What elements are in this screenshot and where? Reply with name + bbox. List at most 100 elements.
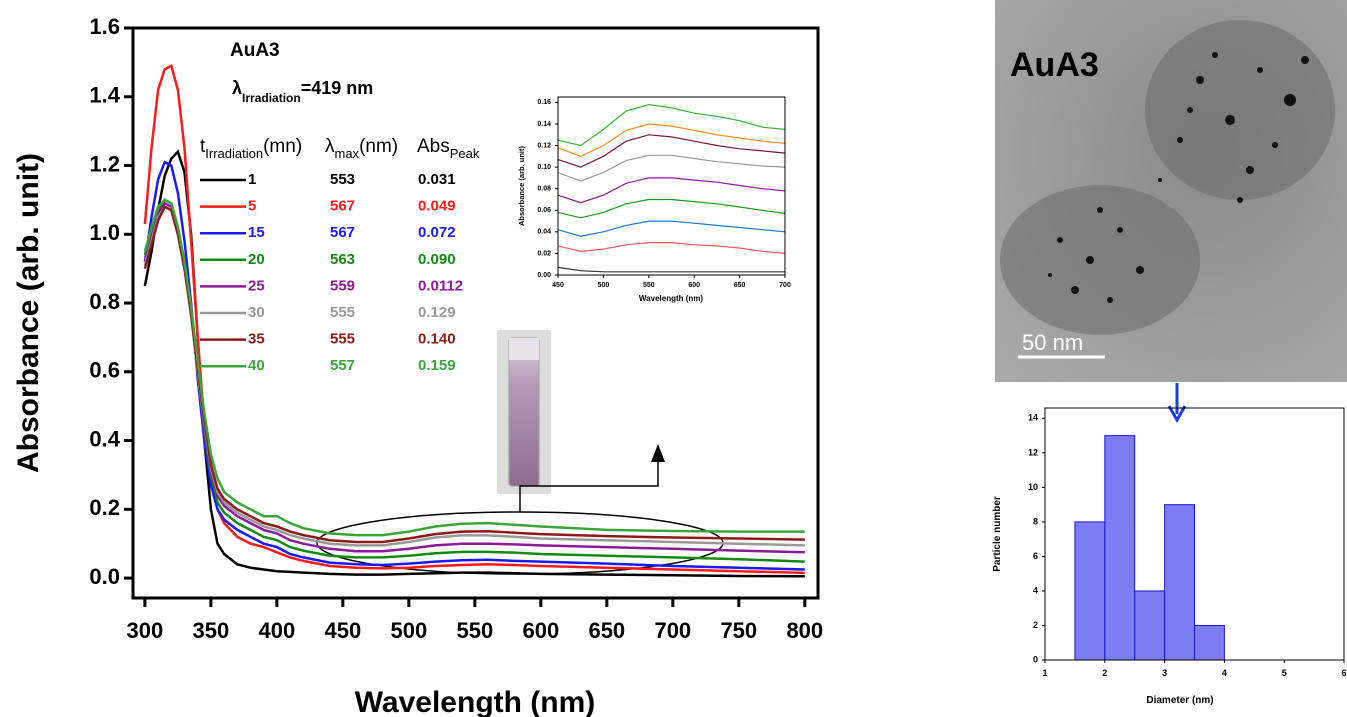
lambda-max: 567 — [330, 224, 355, 241]
y-tick-label: 8 — [1033, 516, 1038, 526]
histogram-bar — [1074, 521, 1106, 661]
line-series — [557, 123, 786, 157]
lambda-max: 555 — [330, 304, 355, 321]
y-tick-label: 0.2 — [89, 495, 120, 520]
y-axis-label: Particle number — [992, 496, 1003, 572]
y-tick-label: 1.2 — [89, 151, 120, 176]
plot-frame — [131, 26, 820, 600]
x-tick-label: 2 — [1102, 668, 1107, 678]
y-tick-label: 0.0 — [89, 564, 120, 589]
x-tick-label: 600 — [688, 282, 700, 289]
x-tick-label: 550 — [456, 618, 493, 643]
abs-peak: 0.090 — [418, 251, 456, 268]
abs-peak: 0.072 — [418, 224, 456, 241]
y-tick-label: 0.6 — [89, 358, 120, 383]
lambda-max: 555 — [330, 331, 355, 348]
irradiation-label-part: =419 nm — [301, 78, 374, 98]
x-axis-label: Wavelength (nm) — [639, 294, 703, 303]
chart: 0.0 0.2 0.4 0.6 0.8 1.0 1.2 1.4 1.6 300 350 400 450 5… — [12, 14, 823, 717]
abs-peak: 0.129 — [418, 304, 456, 321]
lambda-max: 563 — [330, 251, 355, 268]
line-series — [557, 220, 786, 237]
legend-label: 25 — [248, 277, 265, 294]
lambda-max: 557 — [330, 357, 355, 374]
irradiation-label: λIrradiation=419 nm — [232, 78, 373, 105]
x-tick-label: 400 — [259, 618, 296, 643]
legend-header-part: Irradiation — [205, 146, 263, 161]
histogram-bar — [1134, 590, 1166, 661]
y-tick-label: 0.04 — [537, 229, 551, 236]
lambda-max: 553 — [330, 171, 355, 188]
x-tick-label: 5 — [1282, 668, 1287, 678]
line-series — [143, 198, 805, 537]
line-series — [557, 266, 785, 273]
plot-frame — [1044, 407, 1345, 661]
x-tick-label: 650 — [588, 618, 625, 643]
legend-label: 30 — [248, 304, 265, 321]
x-tick-label: 550 — [643, 282, 655, 289]
x-tick-label: 750 — [720, 618, 757, 643]
y-tick-label: 0.08 — [537, 186, 551, 193]
line-series — [557, 103, 786, 147]
x-tick-label: 6 — [1341, 668, 1346, 678]
y-tick-label: 0.4 — [89, 426, 120, 451]
y-tick-label: 4 — [1033, 585, 1038, 595]
y-tick-label: 1.0 — [89, 220, 120, 245]
x-tick-label: 1 — [1042, 668, 1047, 678]
legend-header-part: Abs — [417, 136, 450, 157]
abs-peak: 0.159 — [418, 357, 456, 374]
abs-peak: 0.031 — [418, 171, 456, 188]
y-tick-label: 2 — [1033, 620, 1038, 630]
lambda-max: 567 — [330, 198, 355, 215]
x-tick-label: 350 — [193, 618, 230, 643]
y-tick-label: 1.4 — [89, 83, 120, 108]
legend-label: 1 — [248, 171, 256, 188]
abs-peak: 0.049 — [418, 198, 456, 215]
irradiation-label-part: λ — [232, 78, 242, 98]
x-axis-label: Wavelength (nm) — [355, 686, 596, 717]
x-axis-label: Diameter (nm) — [1146, 695, 1213, 706]
histogram-bar — [1194, 624, 1225, 661]
y-tick-label: 0 — [1033, 654, 1038, 664]
histogram-bar — [1164, 504, 1195, 661]
legend-header: AbsPeak — [417, 136, 480, 161]
tem-image: AuA3 50 nm — [995, 0, 1347, 382]
legend-header-part: (mn) — [263, 136, 302, 157]
abs-peak: 0.0112 — [418, 277, 463, 294]
x-tick-label: 500 — [390, 618, 427, 643]
line-series — [143, 160, 805, 571]
x-tick-label: 650 — [734, 282, 746, 289]
x-tick-label: 700 — [779, 282, 791, 289]
y-tick-label: 12 — [1028, 447, 1038, 457]
lambda-max: 559 — [330, 277, 355, 294]
x-tick-label: 800 — [786, 618, 823, 643]
line-series — [143, 63, 805, 575]
line-series — [557, 154, 786, 182]
legend-label: 20 — [248, 251, 265, 268]
x-tick-label: 700 — [654, 618, 691, 643]
x-tick-label: 300 — [127, 618, 164, 643]
legend-header-part: t — [200, 136, 206, 157]
x-tick-label: 4 — [1222, 668, 1227, 678]
y-tick-label: 10 — [1028, 482, 1038, 492]
line-series — [557, 242, 786, 254]
y-tick-label: 0.14 — [537, 121, 551, 128]
y-tick-label: 6 — [1033, 551, 1038, 561]
y-tick-label: 0.06 — [537, 207, 551, 214]
legend-header-part: λ — [325, 136, 335, 157]
y-tick-label: 0.12 — [537, 142, 551, 149]
x-tick-label: 450 — [324, 618, 361, 643]
y-tick-label: 0.00 — [537, 272, 551, 279]
line-series — [143, 205, 805, 544]
legend-header: λmax(nm) — [325, 136, 398, 161]
y-tick-label: 0.02 — [537, 250, 551, 257]
image-label: AuA3 — [1010, 46, 1099, 84]
legend-header-part: Peak — [450, 146, 480, 161]
x-tick-label: 450 — [552, 282, 564, 289]
scale-bar-label: 50 nm — [1022, 330, 1083, 355]
legend-header-part: max — [335, 146, 360, 161]
plot-frame — [557, 96, 786, 276]
line-series — [143, 149, 805, 578]
